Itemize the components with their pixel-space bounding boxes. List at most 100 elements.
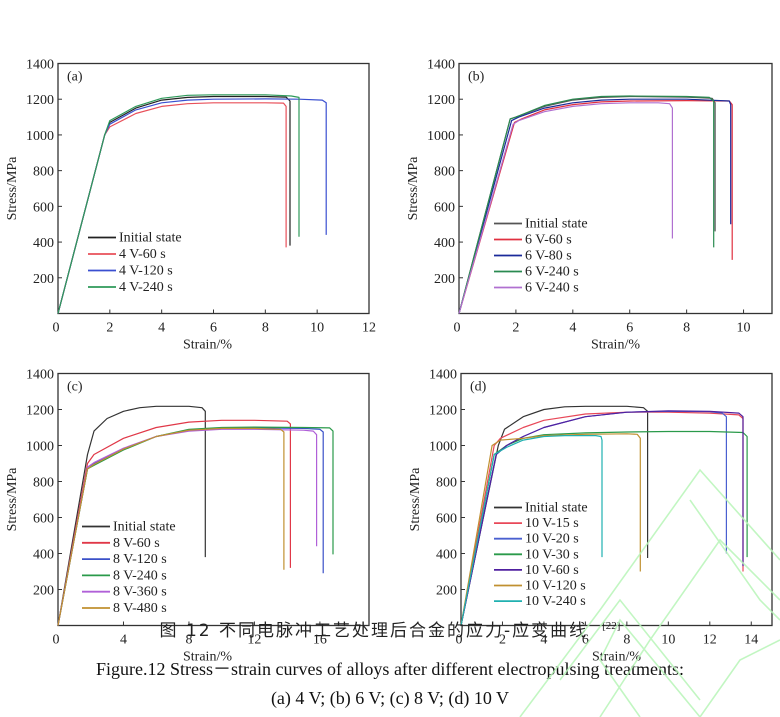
x-axis-label: Strain/%	[183, 650, 232, 665]
series-line	[460, 435, 603, 626]
x-tick-label: 10	[310, 321, 324, 336]
y-axis-label: Stress/MPa	[5, 467, 20, 532]
legend-label: 6 V-60 s	[525, 233, 572, 248]
y-tick-label: 200	[436, 584, 457, 599]
series-line	[57, 94, 300, 314]
series-line	[458, 95, 716, 314]
y-tick-label: 600	[33, 512, 54, 527]
panel-label: (a)	[67, 70, 83, 85]
y-tick-label: 1400	[427, 58, 455, 73]
y-tick-label: 800	[434, 165, 455, 180]
series-line	[460, 411, 744, 626]
legend-label: 10 V-20 s	[525, 532, 579, 547]
series-line	[460, 405, 649, 626]
legend-label: 8 V-240 s	[113, 568, 167, 583]
y-tick-label: 200	[33, 584, 54, 599]
plot-frame	[458, 62, 773, 315]
series-line	[57, 428, 318, 626]
series-line	[460, 433, 641, 626]
plot-frame	[57, 62, 370, 315]
caption-subpanels: (a) 4 V; (b) 6 V; (c) 8 V; (d) 10 V	[270, 688, 510, 708]
legend-label: Initial state	[113, 520, 176, 535]
caption-chinese: 图 12 不同电脉冲工艺处理后合金的应力-应变曲线 [22]	[0, 616, 780, 641]
y-tick-label: 400	[436, 548, 457, 563]
legend-label: 8 V-120 s	[113, 552, 167, 567]
caption-english: Figure.12 Stress－strain curves of alloys…	[95, 659, 684, 679]
y-tick-label: 1400	[26, 368, 54, 383]
x-tick-label: 0	[53, 633, 60, 648]
legend-label: 6 V-240 s	[525, 281, 579, 296]
legend-label: 10 V-240 s	[525, 594, 586, 609]
y-tick-label: 600	[434, 200, 455, 215]
series-line	[57, 405, 206, 626]
x-tick-label: 4	[158, 321, 165, 336]
y-tick-label: 1400	[429, 368, 457, 383]
y-tick-label: 200	[33, 272, 54, 287]
legend-label: 8 V-480 s	[113, 601, 167, 616]
y-tick-label: 1200	[429, 404, 457, 419]
x-axis-label: Strain/%	[183, 338, 232, 353]
series-line	[57, 427, 285, 626]
x-tick-label: 8	[185, 633, 192, 648]
caption-chinese-text: 图 12 不同电脉冲工艺处理后合金的应力-应变曲线	[159, 621, 589, 641]
x-axis-label: Strain/%	[591, 338, 640, 353]
series-line	[458, 98, 732, 314]
legend-label: 8 V-360 s	[113, 585, 167, 600]
y-axis-label: Stress/MPa	[408, 467, 423, 532]
x-tick-label: 8	[262, 321, 269, 336]
series-line	[460, 410, 728, 626]
y-tick-label: 200	[434, 272, 455, 287]
chart-panel-c: 0 4 8 12 16 200 400 600 800 1000 1200 1400 Strain/% S…	[5, 368, 370, 665]
chart-panel-a: 0 2 4 6 8 10 12 200 400 600 800 1000 1200 1400 Strain/…	[5, 58, 376, 353]
chart-panel-b: 0 2 4 6 8 10 200 400 600 800 1000 1200 1400 Strain/% S…	[406, 58, 773, 353]
series-line	[57, 98, 327, 314]
y-tick-label: 1200	[26, 93, 54, 108]
x-tick-label: 0	[454, 321, 461, 336]
x-tick-label: 16	[313, 633, 327, 648]
x-tick-label: 12	[362, 321, 376, 336]
legend-label: 6 V-80 s	[525, 249, 572, 264]
x-tick-label: 4	[569, 321, 576, 336]
y-tick-label: 600	[436, 512, 457, 527]
x-tick-label: 2	[512, 321, 519, 336]
y-tick-label: 1000	[26, 440, 54, 455]
y-tick-label: 400	[434, 236, 455, 251]
y-tick-label: 1000	[26, 129, 54, 144]
y-tick-label: 1400	[26, 58, 54, 73]
x-tick-label: 0	[53, 321, 60, 336]
y-axis-label: Stress/MPa	[5, 156, 20, 221]
plot-frame	[460, 372, 773, 627]
y-tick-label: 1200	[427, 93, 455, 108]
series-line	[57, 95, 291, 314]
y-tick-label: 600	[33, 200, 54, 215]
x-tick-label: 8	[683, 321, 690, 336]
x-tick-label: 2	[106, 321, 113, 336]
y-tick-label: 1200	[26, 404, 54, 419]
series-line	[458, 99, 733, 314]
legend-label: Initial state	[525, 501, 588, 516]
panel-label: (c)	[67, 380, 83, 395]
x-tick-label: 4	[120, 633, 127, 648]
legend-label: 10 V-60 s	[525, 563, 579, 578]
series-line	[460, 410, 744, 626]
series-line	[57, 426, 334, 626]
panel-label: (d)	[470, 380, 487, 395]
series-line	[458, 95, 715, 314]
x-tick-label: 0	[456, 633, 463, 648]
y-tick-label: 1000	[427, 129, 455, 144]
panel-label: (b)	[468, 70, 485, 85]
legend-label: 10 V-120 s	[525, 579, 586, 594]
x-tick-label: 2	[499, 633, 506, 648]
x-tick-label: 10	[737, 321, 751, 336]
y-tick-label: 1000	[429, 440, 457, 455]
x-tick-label: 6	[626, 321, 633, 336]
x-tick-label: 12	[247, 633, 261, 648]
legend-label: 4 V-120 s	[119, 264, 173, 279]
caption-reference: [22]	[602, 620, 621, 633]
legend-label: 6 V-240 s	[525, 265, 579, 280]
legend-label: Initial state	[119, 231, 182, 246]
